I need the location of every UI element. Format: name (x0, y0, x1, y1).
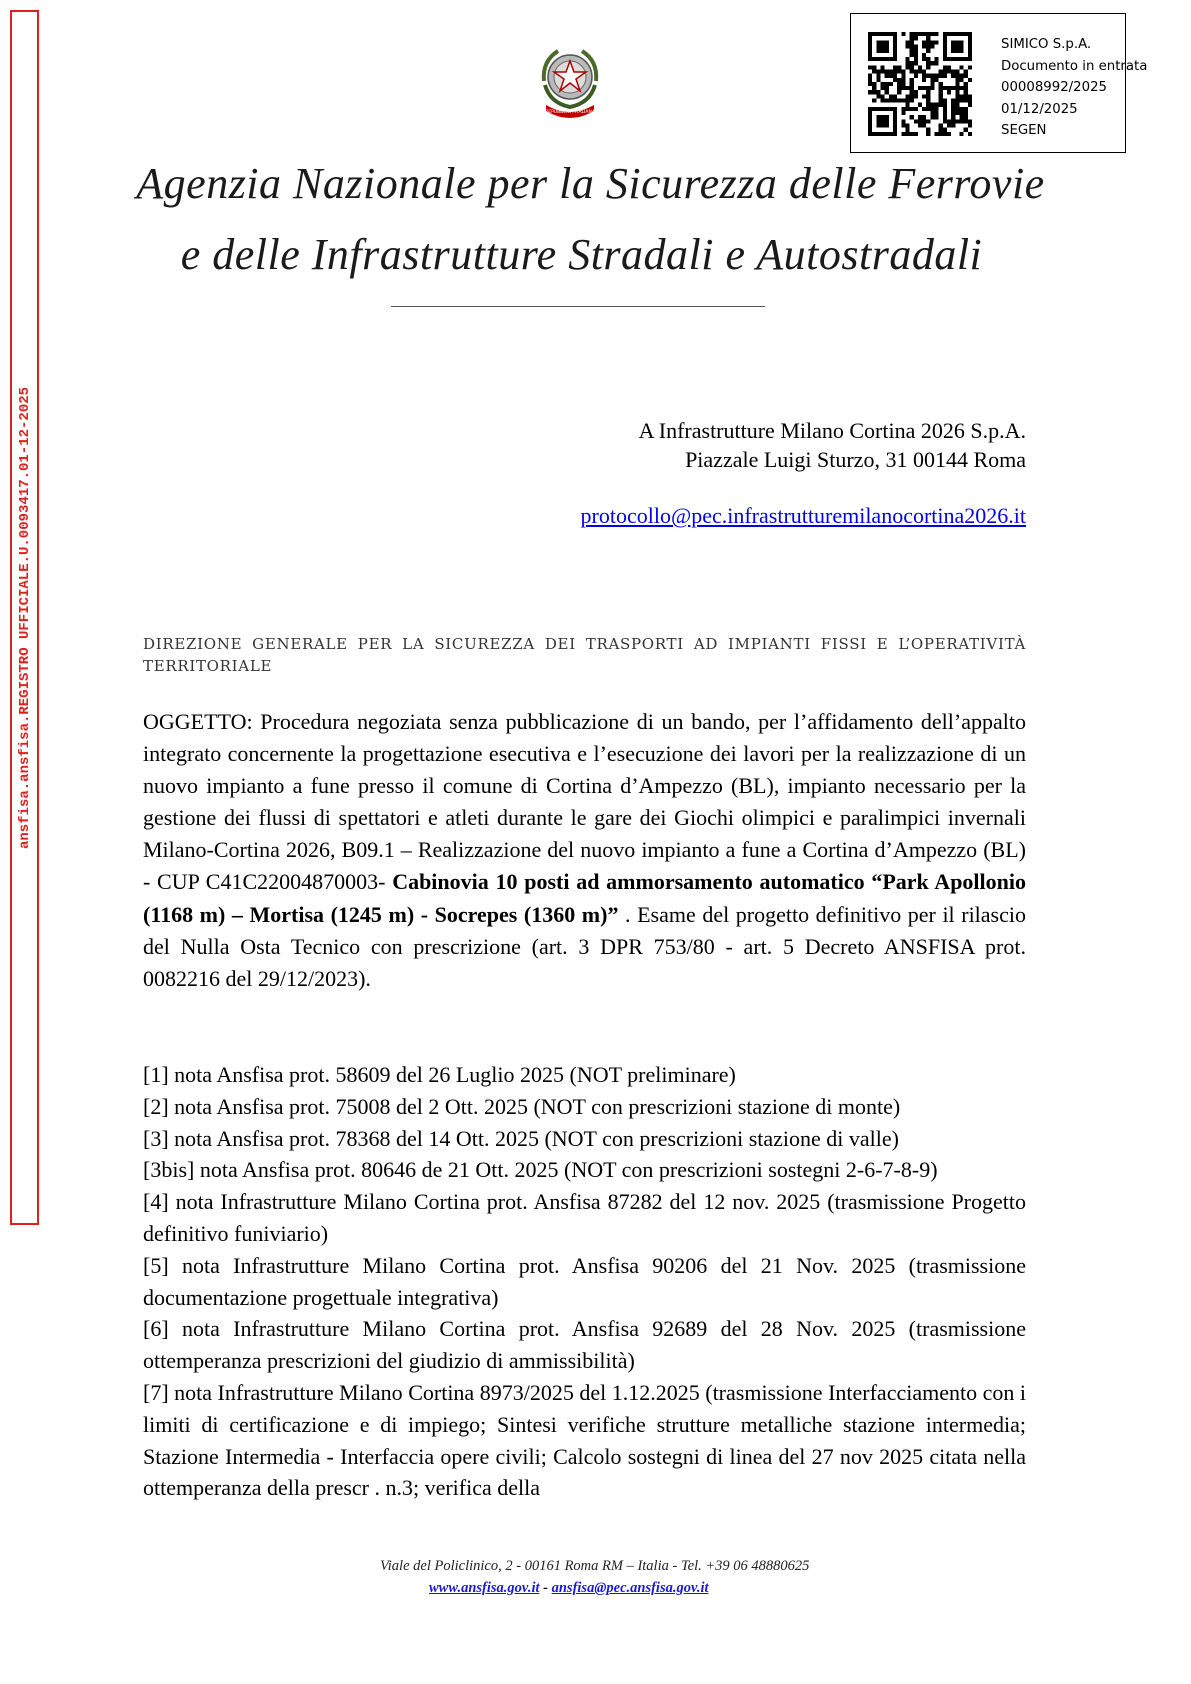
italian-republic-emblem-icon: REPUBBLICA ITALIANA (541, 49, 599, 118)
protocol-line: 00008992/2025 (1001, 80, 1107, 95)
protocol-line: SEGEN (1001, 123, 1047, 138)
subject-bold-text: Cabinovia 10 posti ad ammorsamento autom… (143, 869, 1027, 927)
reference-item: [6] nota Infrastrutture Milano Cortina p… (143, 1316, 1026, 1374)
registry-stamp-text: ansfisa.ansfisa.REGISTRO UFFICIALE.U.009… (16, 386, 33, 849)
agency-name-line-2: e delle Infrastrutture Stradali e Autost… (180, 230, 983, 279)
reference-item: [4] nota Infrastrutture Milano Cortina p… (143, 1189, 1026, 1246)
recipient-address: Piazzale Luigi Sturzo, 31 00144 Roma (685, 447, 1026, 472)
emblem-ribbon-text: REPUBBLICA ITALIANA (545, 109, 596, 115)
protocol-line: Documento in entrata (1001, 58, 1148, 74)
reference-item: [5] nota Infrastrutture Milano Cortina p… (143, 1252, 1026, 1310)
protocol-line: SIMICO S.p.A. (1001, 37, 1092, 52)
directorate-heading: Direzione Generale per la Sicurezza dei … (143, 635, 1026, 675)
header-divider (391, 306, 765, 307)
reference-item: [1] nota Ansfisa prot. 58609 del 26 Lugl… (143, 1062, 736, 1087)
protocol-text: SIMICO S.p.A. Documento in entrata 00008… (1001, 34, 1147, 142)
protocol-line: 01/12/2025 (1001, 101, 1078, 117)
reference-item: [3bis] nota Ansfisa prot. 80646 de 21 Ot… (143, 1157, 938, 1183)
footer-pec-link[interactable]: ansfisa@pec.ansfisa.gov.it (551, 1580, 709, 1596)
reference-item: [7] nota Infrastrutture Milano Cortina 8… (143, 1379, 1026, 1501)
footer-website-link[interactable]: www.ansfisa.gov.it (429, 1580, 540, 1596)
qr-code-icon (868, 32, 972, 136)
references-list: [1] nota Ansfisa prot. 58609 del 26 Lugl… (143, 1059, 1026, 1504)
registry-stamp: ansfisa.ansfisa.REGISTRO UFFICIALE.U.009… (10, 10, 39, 1225)
subject-text-part1: OGGETTO: Procedura negoziata senza pubbl… (143, 709, 1026, 895)
protocol-box: SIMICO S.p.A. Documento in entrata 00008… (850, 13, 1147, 153)
recipient-name: A Infrastrutture Milano Cortina 2026 S.p… (638, 418, 1026, 443)
recipient-email-link[interactable]: protocollo@pec.infrastrutturemilanocorti… (580, 503, 1026, 528)
footer-separator: - (539, 1580, 552, 1596)
reference-item: [2] nota Ansfisa prot. 75008 del 2 Ott. … (143, 1093, 901, 1119)
footer-links: www.ansfisa.gov.it - ansfisa@pec.ansfisa… (429, 1580, 709, 1597)
subject-text-part2: . Esame del progetto definitivo per il r… (143, 901, 1026, 991)
subject-paragraph: OGGETTO: Procedura negoziata senza pubbl… (143, 706, 1026, 995)
reference-item: [3] nota Ansfisa prot. 78368 del 14 Ott.… (143, 1125, 899, 1151)
agency-name-line-1: Agenzia Nazionale per la Sicurezza delle… (136, 159, 1045, 208)
footer-address: Viale del Policlinico, 2 - 00161 Roma RM… (380, 1558, 810, 1574)
